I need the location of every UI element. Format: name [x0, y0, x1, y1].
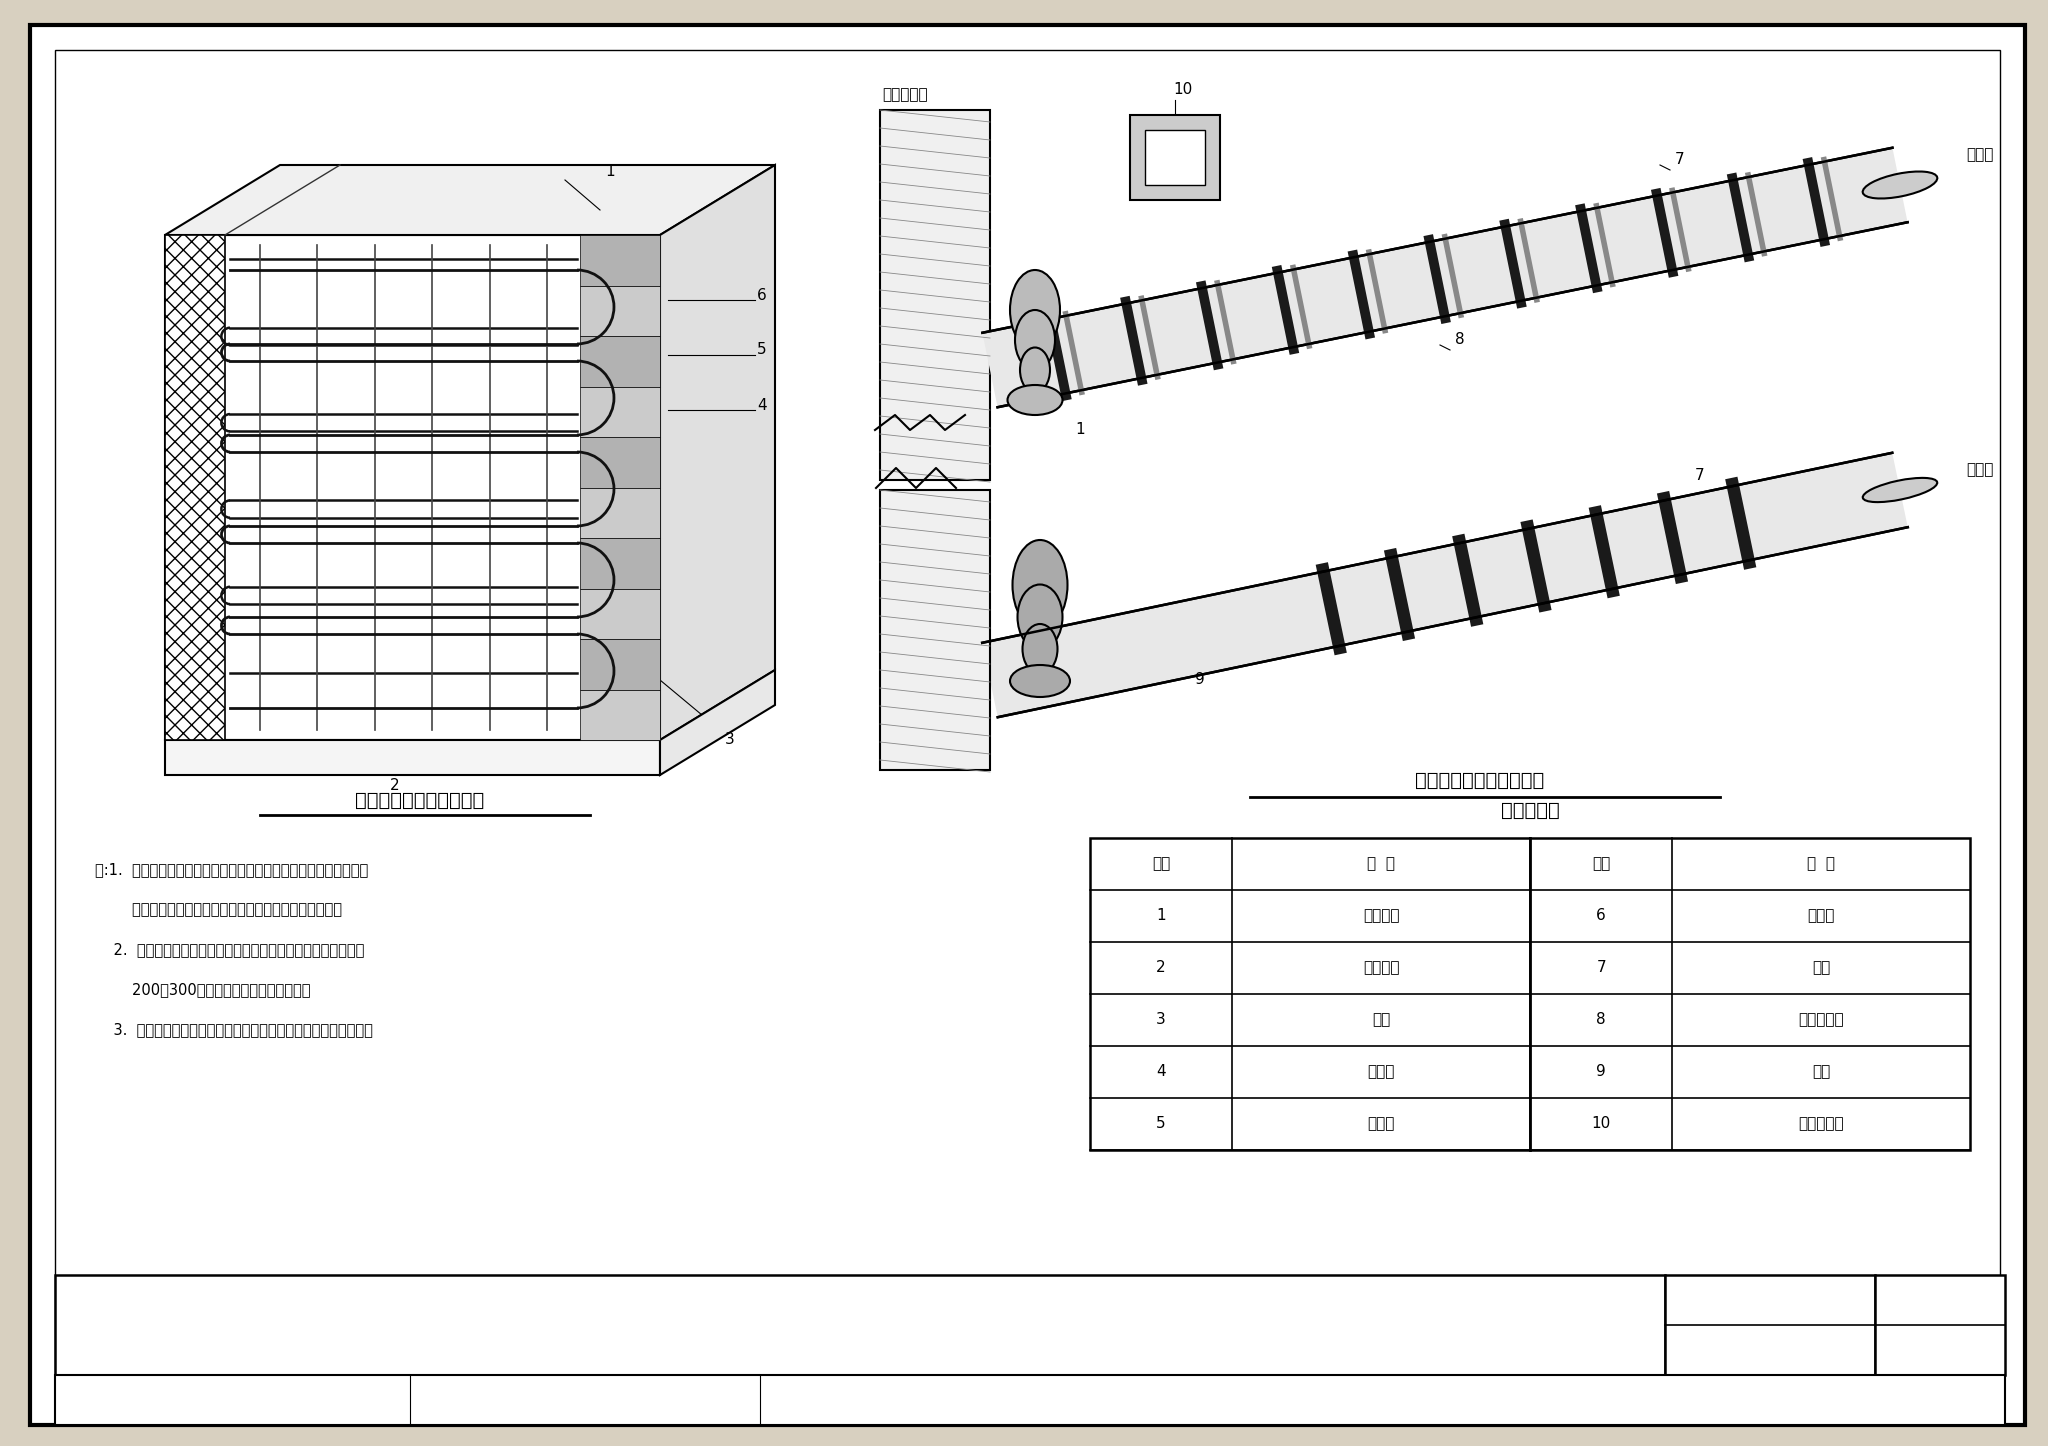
Text: 校对: 校对	[477, 1392, 494, 1407]
Bar	[55, 1275, 1665, 1375]
Text: 防潮层: 防潮层	[1368, 1116, 1395, 1132]
Text: 2: 2	[1157, 960, 1165, 976]
Text: 8: 8	[1595, 1012, 1606, 1028]
Bar	[580, 589, 659, 639]
Text: 张先群: 张先群	[287, 1392, 313, 1407]
Text: 间距安装电伴热带。电伴热带的长度应符合设计要求。: 间距安装电伴热带。电伴热带的长度应符合设计要求。	[94, 902, 342, 918]
Text: 尾端: 尾端	[1812, 1064, 1831, 1080]
Bar	[580, 538, 659, 589]
Text: 名  称: 名 称	[1368, 856, 1395, 872]
Ellipse shape	[1010, 665, 1069, 697]
Bar	[1090, 839, 1970, 1150]
Text: 7: 7	[1675, 152, 1686, 168]
Text: 方法二: 方法二	[1966, 463, 1993, 477]
Polygon shape	[881, 110, 989, 480]
Text: 2.  电伴热带的绑扎应保证与设备表面的良好接触，间距一般为: 2. 电伴热带的绑扎应保证与设备表面的良好接触，间距一般为	[94, 943, 365, 957]
Text: 4: 4	[758, 398, 766, 412]
Polygon shape	[881, 490, 989, 771]
Text: 设计: 设计	[827, 1392, 844, 1407]
Text: 5: 5	[758, 343, 766, 357]
Text: 9: 9	[1595, 1064, 1606, 1080]
Text: 赵际顺: 赵际顺	[637, 1392, 664, 1407]
Ellipse shape	[1864, 172, 1937, 198]
Polygon shape	[983, 453, 1909, 717]
Bar	[1145, 130, 1204, 185]
Polygon shape	[166, 165, 774, 236]
Ellipse shape	[1016, 309, 1055, 370]
Text: 编号: 编号	[1153, 856, 1169, 872]
Text: 名  称: 名 称	[1806, 856, 1835, 872]
Ellipse shape	[1020, 347, 1051, 392]
Polygon shape	[659, 165, 774, 740]
Bar	[1130, 116, 1221, 200]
Text: 图集号: 图集号	[1757, 1293, 1782, 1307]
Bar	[580, 236, 659, 285]
Ellipse shape	[1010, 270, 1061, 350]
Text: 1: 1	[1157, 908, 1165, 924]
Text: 200～300，视实际情况可做适当调整。: 200～300，视实际情况可做适当调整。	[94, 982, 311, 998]
Text: 3.  设备顶部和底部需要电伴热，电伴热带安装可采用侧壁做法。: 3. 设备顶部和底部需要电伴热，电伴热带安装可采用侧壁做法。	[94, 1022, 373, 1037]
Text: 基础: 基础	[1372, 1012, 1391, 1028]
Text: 页: 页	[1935, 1293, 1944, 1307]
Text: 扎带: 扎带	[1812, 960, 1831, 976]
Ellipse shape	[1012, 539, 1067, 630]
Ellipse shape	[1008, 385, 1063, 415]
Text: 2: 2	[391, 778, 399, 792]
Bar	[55, 1375, 2005, 1424]
Text: 3: 3	[725, 733, 735, 748]
Bar	[1876, 1275, 2005, 1375]
Text: 14ST201-2: 14ST201-2	[1720, 1340, 1821, 1359]
Text: 赵恒鹏: 赵恒鹏	[987, 1392, 1012, 1407]
Ellipse shape	[1018, 584, 1063, 649]
Bar	[580, 335, 659, 386]
Text: 4: 4	[1157, 1064, 1165, 1080]
Text: 名称对照表: 名称对照表	[1501, 801, 1559, 820]
Bar	[580, 639, 659, 690]
Bar	[580, 487, 659, 538]
Text: 7: 7	[1595, 960, 1606, 976]
Text: 电伴热带缠绕设备接管图: 电伴热带缠绕设备接管图	[1415, 771, 1544, 790]
Bar	[580, 285, 659, 335]
Bar	[166, 740, 659, 775]
Text: 55: 55	[1927, 1340, 1954, 1359]
Text: 5: 5	[1157, 1116, 1165, 1132]
Text: 绝热层: 绝热层	[1368, 1064, 1395, 1080]
Text: 平壁设备及接管电伴热带安装: 平壁设备及接管电伴热带安装	[752, 1312, 969, 1339]
Bar	[580, 690, 659, 740]
Text: 6: 6	[1595, 908, 1606, 924]
Text: 方法一: 方法一	[1966, 147, 1993, 162]
Polygon shape	[983, 147, 1907, 408]
Bar	[580, 437, 659, 487]
Text: 供电接线盒: 供电接线盒	[1798, 1116, 1843, 1132]
Text: 电伴热带缠绕平壁设备图: 电伴热带缠绕平壁设备图	[356, 791, 485, 810]
Bar	[166, 236, 225, 740]
Polygon shape	[659, 669, 774, 775]
Text: 10: 10	[1174, 82, 1192, 97]
Text: 水箱（罐）: 水箱（罐）	[883, 88, 928, 103]
Text: 7: 7	[1696, 467, 1704, 483]
Bar	[580, 386, 659, 437]
Ellipse shape	[1864, 477, 1937, 502]
Bar	[1665, 1275, 1876, 1375]
Text: 不锈钢扎带: 不锈钢扎带	[1798, 1012, 1843, 1028]
Text: 审核: 审核	[127, 1392, 143, 1407]
Text: 8: 8	[1456, 333, 1464, 347]
Text: 9: 9	[1196, 672, 1204, 687]
Text: 编号: 编号	[1591, 856, 1610, 872]
Text: 1: 1	[1075, 422, 1085, 438]
Text: 注:1.  电伴热带安装前，应将设备表面清洗干净，而后按设计规定的: 注:1. 电伴热带安装前，应将设备表面清洗干净，而后按设计规定的	[94, 862, 369, 878]
Text: 固定胶带: 固定胶带	[1362, 960, 1399, 976]
Text: 3: 3	[1157, 1012, 1165, 1028]
Text: 6: 6	[758, 288, 766, 302]
Text: 10: 10	[1591, 1116, 1612, 1132]
Text: 保护层: 保护层	[1808, 908, 1835, 924]
Text: 电伴热带: 电伴热带	[1362, 908, 1399, 924]
Bar	[166, 236, 659, 740]
Text: 1: 1	[606, 165, 614, 179]
Ellipse shape	[1022, 625, 1057, 674]
